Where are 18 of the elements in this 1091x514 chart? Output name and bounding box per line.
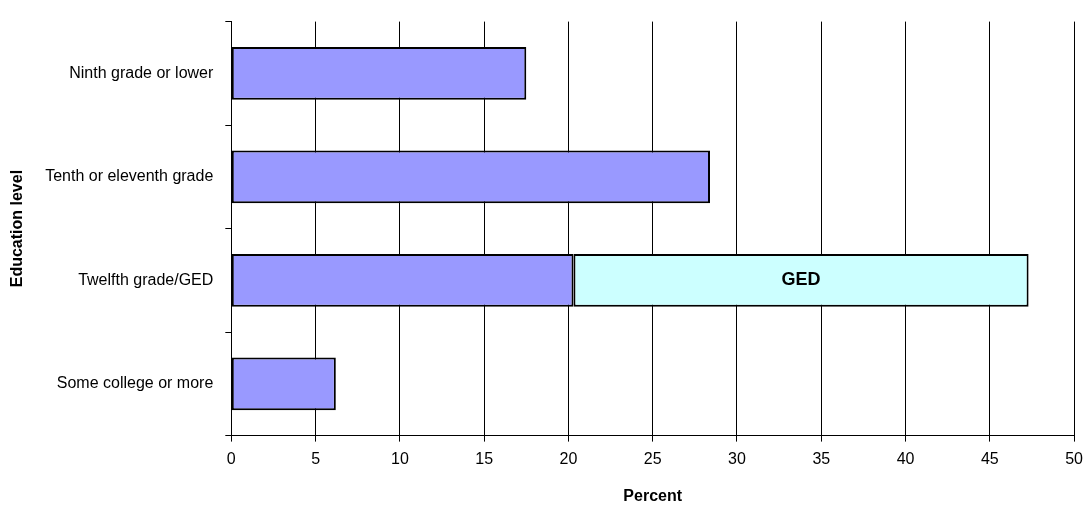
x-tick-label: 25	[643, 449, 662, 467]
x-tick-label: 35	[812, 449, 831, 467]
y-tick-label: Some college or more	[56, 374, 214, 392]
x-axis-title: Percent	[623, 486, 683, 504]
x-tick-label: 10	[390, 449, 409, 467]
x-tick-label: 45	[980, 449, 999, 467]
y-tick-label: Tenth or eleventh grade	[45, 167, 214, 185]
y-tick-label: Ninth grade or lower	[69, 63, 214, 81]
x-tick-label: 50	[1065, 449, 1084, 467]
x-tick-label: 40	[896, 449, 915, 467]
x-tick-label: 5	[311, 449, 321, 467]
x-tick-label: 15	[475, 449, 494, 467]
x-tick-label: 20	[559, 449, 578, 467]
x-tick-label: 0	[226, 449, 236, 467]
x-tick-label: 30	[728, 449, 746, 467]
y-tick-label: Twelfth grade/GED	[78, 270, 214, 288]
y-axis-title: Education level	[8, 169, 26, 288]
series-label: GED	[781, 269, 821, 290]
